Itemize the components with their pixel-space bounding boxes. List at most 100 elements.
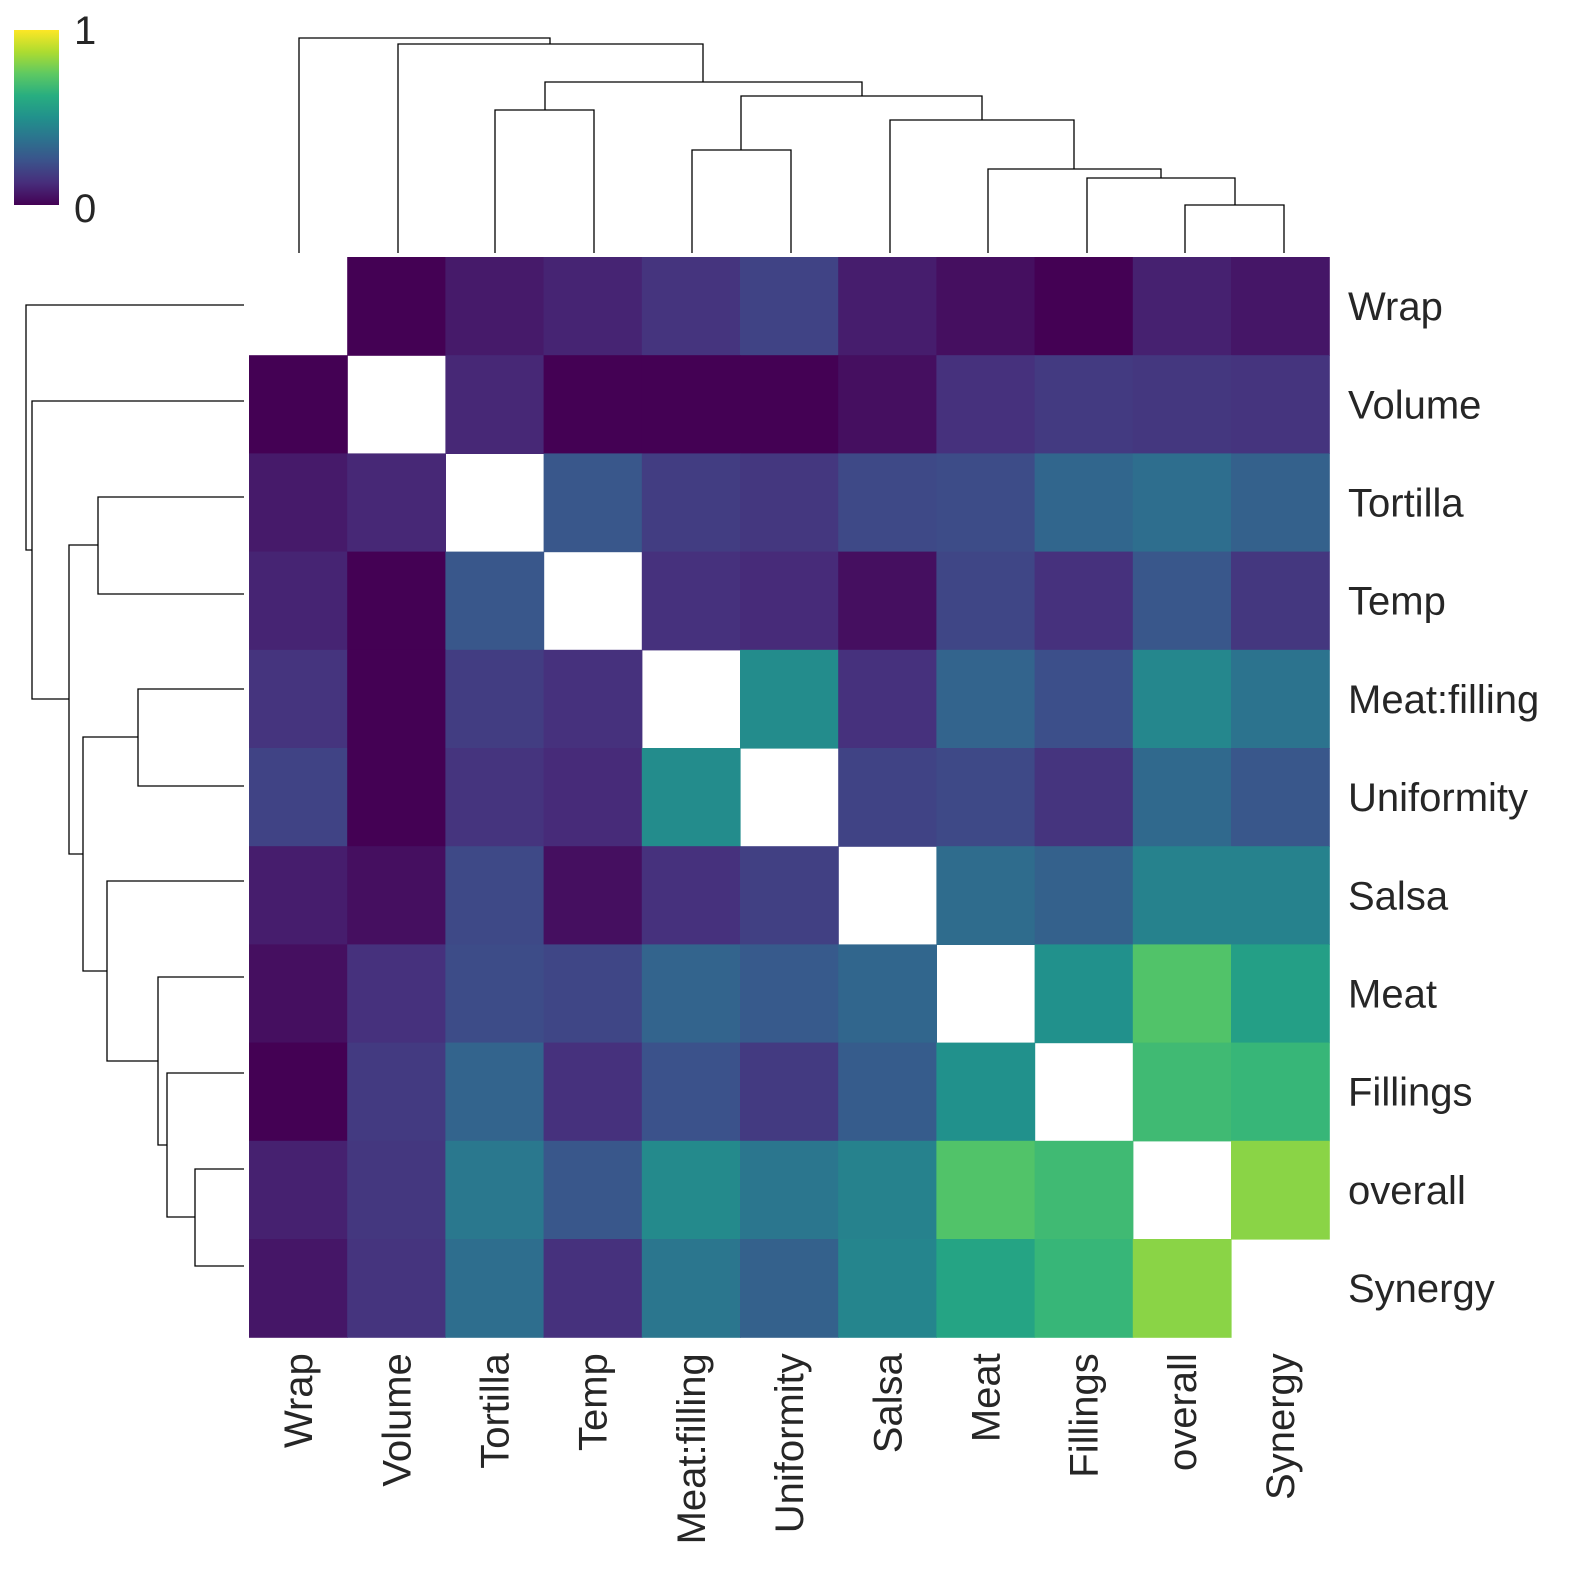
column-label: Tortilla [474,1352,518,1468]
heatmap-cell [641,453,741,553]
column-label: Uniformity [768,1353,812,1533]
heatmap-cell [543,846,643,945]
heatmap-cell [1231,355,1330,454]
heatmap-cell [641,257,741,356]
heatmap-cell [936,846,1036,945]
heatmap-cell [347,1042,446,1142]
heatmap-cell [936,257,1036,356]
row-label: Uniformity [1348,776,1528,820]
heatmap-cell [838,748,937,847]
heatmap-cell [249,748,348,847]
heatmap-cell [936,1239,1036,1338]
heatmap-cell [445,846,545,945]
heatmap-cell [445,1140,545,1240]
heatmap-cell [1132,944,1232,1044]
row-label: Wrap [1348,285,1443,329]
heatmap-cell [1132,1042,1232,1142]
column-dendrogram-link [298,37,551,253]
colorbar-gradient [14,30,59,205]
column-dendrogram [298,37,1285,253]
row-label: Volume [1348,383,1481,427]
heatmap-cell [740,1042,839,1142]
heatmap-cell [1034,257,1134,356]
heatmap-cell [1034,1140,1134,1240]
heatmap-cell [445,748,545,847]
heatmap-cell [543,355,643,454]
column-dendrogram-link [1184,204,1285,253]
row-label: Meat:filling [1348,678,1539,722]
heatmap-cell [838,355,937,454]
heatmap-cell [740,257,839,356]
row-label: Salsa [1348,874,1449,918]
column-label: overall [1161,1353,1205,1471]
heatmap-cell [936,649,1036,749]
heatmap-cell [1231,1042,1330,1142]
heatmap-cell [740,453,839,553]
heatmap-cell [740,1239,839,1338]
row-label: Fillings [1348,1071,1472,1115]
column-dendrogram-link [397,43,704,253]
column-label: Temp [572,1353,616,1451]
heatmap-cell [1231,551,1330,651]
heatmap-cell [641,846,741,945]
column-dendrogram-link [889,119,1075,253]
heatmap-cell [543,257,643,356]
heatmap-cell [1034,453,1134,553]
heatmap-cell [347,1140,446,1240]
heatmap-cell [445,551,545,651]
heatmap-cell [1231,748,1330,847]
heatmap-cell [347,1239,446,1338]
heatmap-cell [936,355,1036,454]
heatmap-cell [838,649,937,749]
heatmap-cell [1034,551,1134,651]
row-label: Temp [1348,580,1446,624]
row-dendrogram [25,304,244,1267]
heatmap-cells [249,257,1330,1338]
heatmap-cell [347,257,446,356]
heatmap-cell [347,846,446,945]
heatmap-cell [936,748,1036,847]
heatmap-cell [936,1140,1036,1240]
column-dendrogram-link [691,149,792,253]
heatmap-cell [641,1239,741,1338]
heatmap-cell [838,257,937,356]
heatmap-cell [543,748,643,847]
heatmap-cell [543,453,643,553]
row-label: overall [1348,1169,1466,1213]
column-label: Meat [965,1353,1009,1442]
heatmap-cell [641,748,741,847]
column-labels: Wrap Volume Tortilla Temp Meat:filling Unifor… [277,1352,1303,1544]
heatmap-cell [249,1239,348,1338]
row-label: Tortilla [1348,482,1464,526]
heatmap-cell [1231,1140,1330,1240]
row-dendrogram-link [25,304,244,551]
heatmap-cell [1034,649,1134,749]
column-dendrogram-link [1086,177,1236,253]
row-labels: Wrap Volume Tortilla Temp Meat:filling Unifor… [1348,285,1539,1311]
row-dendrogram-link [82,736,138,972]
column-label: Volume [375,1353,419,1486]
heatmap-cell [1132,355,1232,454]
heatmap-cell [740,1140,839,1240]
heatmap-cell [347,551,446,651]
heatmap-cell [641,1042,741,1142]
heatmap-cell [740,355,839,454]
heatmap-cell [1034,355,1134,454]
heatmap-cell [1132,257,1232,356]
heatmap-cell [543,1042,643,1142]
heatmap-cell [249,453,348,553]
column-label: Synergy [1259,1353,1303,1500]
row-label: Meat [1348,973,1437,1017]
heatmap-cell [249,1042,348,1142]
heatmap-cell [1231,846,1330,945]
column-label: Meat:filling [670,1353,714,1544]
row-dendrogram-link [166,1072,244,1218]
row-dendrogram-link [137,688,244,787]
heatmap-cell [1034,846,1134,945]
heatmap-cell [1132,846,1232,945]
heatmap-cell [249,551,348,651]
heatmap-cell [1231,649,1330,749]
heatmap-cell [838,1239,937,1338]
heatmap-cell [641,355,741,454]
